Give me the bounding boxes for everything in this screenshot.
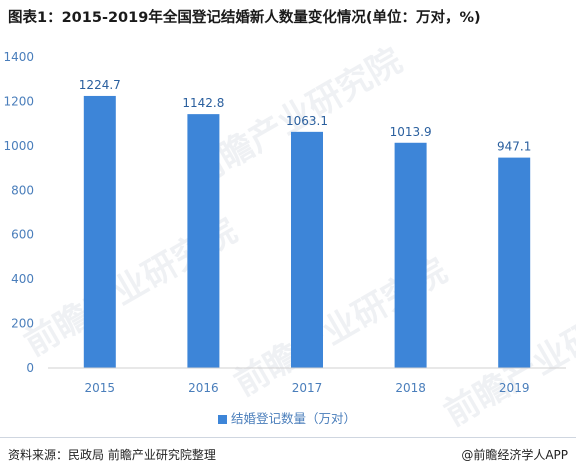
legend-label: 结婚登记数量（万对）: [231, 411, 357, 426]
footer: 资料来源：民政局 前瞻产业研究院整理 @前瞻经济学人APP: [0, 437, 576, 473]
chart-title: 图表1：2015-2019年全国登记结婚新人数量变化情况(单位：万对，%): [8, 10, 481, 26]
bar-2018: [394, 142, 427, 368]
y-tick-label: 600: [11, 228, 34, 242]
value-label: 1063.1: [286, 114, 328, 128]
bar-2017: [291, 131, 323, 368]
bar-chart: 0 200 400 600 800 1000 1200 1400 1224.7 1142.8 10…: [3, 50, 566, 395]
x-axis: 2015 2016 2017 2018 2019: [48, 367, 566, 395]
x-tick-label: 2016: [188, 381, 219, 395]
legend-swatch: [218, 415, 227, 424]
value-label: 1013.9: [390, 125, 432, 139]
value-label: 1224.7: [79, 78, 121, 92]
source-note: 资料来源：民政局 前瞻产业研究院整理: [8, 448, 216, 462]
x-tick-label: 2018: [395, 381, 426, 395]
legend: 结婚登记数量（万对）: [218, 408, 356, 427]
value-label: 947.1: [497, 140, 531, 154]
y-tick-label: 1400: [3, 50, 34, 64]
brand-credit: @前瞻经济学人APP: [461, 448, 568, 462]
y-tick-label: 800: [11, 183, 34, 197]
bar-2015: [83, 95, 116, 368]
bar-2016: [187, 114, 220, 369]
y-tick-label: 400: [11, 272, 34, 286]
bar-2019: [498, 157, 531, 368]
x-tick-label: 2017: [292, 381, 323, 395]
y-tick-label: 1000: [3, 139, 34, 153]
bar-series: [83, 95, 531, 369]
y-tick-label: 200: [11, 317, 34, 331]
x-tick-label: 2019: [499, 381, 530, 395]
value-labels: 1224.7 1142.8 1063.1 1013.9 947.1: [79, 78, 532, 154]
y-tick-label: 0: [26, 361, 34, 375]
y-tick-label: 1200: [3, 94, 34, 108]
y-axis: 0 200 400 600 800 1000 1200 1400: [3, 50, 34, 375]
value-label: 1142.8: [182, 96, 224, 110]
x-tick-label: 2015: [85, 381, 116, 395]
